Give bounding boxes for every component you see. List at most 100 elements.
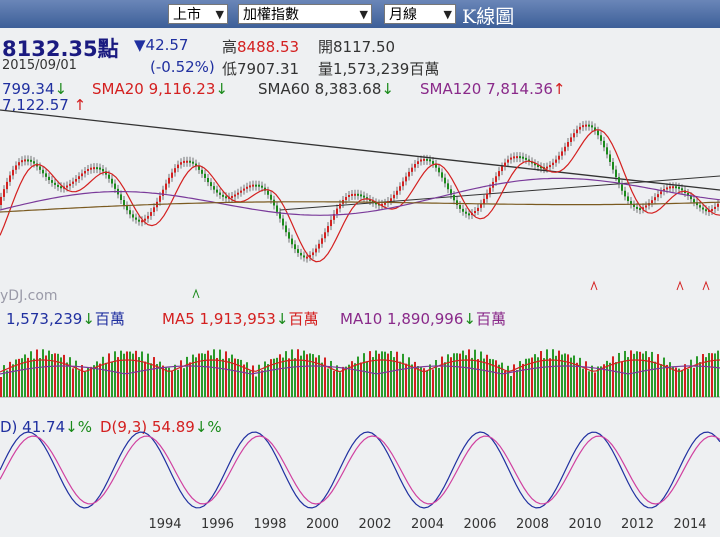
arrow: ↓	[463, 310, 476, 328]
volume-bar	[294, 358, 296, 397]
volume-bar	[75, 360, 77, 397]
volume-bar	[264, 361, 266, 397]
candle	[717, 203, 719, 207]
k-value: D) 41.74	[0, 418, 66, 436]
volume-bar	[543, 358, 545, 397]
candle	[219, 192, 221, 195]
volume-bar	[24, 354, 26, 397]
candle	[567, 141, 569, 147]
year-label: 2002	[358, 517, 391, 532]
volume-bar	[408, 357, 410, 397]
index-select[interactable]: 加權指數	[238, 4, 372, 25]
candle	[147, 215, 149, 219]
candle	[90, 167, 92, 170]
candle	[3, 189, 5, 197]
arrow: ↓	[215, 80, 228, 98]
volume-bar	[93, 365, 95, 397]
volume-bar	[540, 351, 542, 397]
candle	[12, 169, 14, 176]
ma-line	[0, 435, 720, 505]
volume-bar	[18, 358, 20, 397]
volume-bar	[471, 357, 473, 397]
volume-bar	[624, 350, 626, 397]
volume-bar	[165, 367, 167, 397]
candle	[222, 194, 224, 197]
candle	[465, 211, 467, 214]
candle	[21, 160, 23, 163]
candle	[9, 175, 11, 182]
volume-bar	[438, 368, 440, 397]
volume-bar	[27, 357, 29, 397]
candle	[30, 159, 32, 162]
candle	[654, 197, 656, 201]
candle	[84, 171, 86, 174]
volume-bar	[3, 365, 5, 397]
volume-bar	[105, 362, 107, 397]
volume-bar	[267, 364, 269, 397]
candle	[525, 157, 527, 160]
volume-bar	[597, 366, 599, 397]
period-select[interactable]: 月線	[384, 4, 456, 25]
volume-bar	[192, 354, 194, 397]
candle	[642, 207, 644, 210]
candle	[186, 160, 188, 163]
volume-bar	[216, 357, 218, 397]
candle	[273, 199, 275, 206]
watermark: yDJ.com	[0, 288, 58, 304]
volume-bar	[303, 350, 305, 397]
volume-bar	[591, 365, 593, 397]
candle	[279, 211, 281, 219]
candle	[660, 191, 662, 195]
year-label: 1998	[253, 517, 286, 532]
candle	[435, 163, 437, 168]
candle	[612, 161, 614, 170]
volume-bar	[633, 353, 635, 397]
index-text: 加權指數	[243, 7, 299, 23]
open: 開8117.50	[318, 38, 396, 56]
candle	[669, 186, 671, 189]
volume-bar	[186, 356, 188, 397]
volume-bar	[333, 370, 335, 397]
volume-bar	[111, 361, 113, 397]
candle	[258, 184, 260, 187]
volume-bar	[159, 361, 161, 397]
sma60: SMA60 8,383.68	[258, 80, 382, 98]
candle	[477, 207, 479, 212]
volume-bar	[390, 350, 392, 397]
volume-bar	[345, 366, 347, 397]
volume-bar	[489, 358, 491, 397]
volume-bar	[510, 376, 512, 397]
candle	[324, 232, 326, 239]
candle	[153, 207, 155, 213]
candle	[285, 225, 287, 233]
volume-bar	[150, 363, 152, 397]
volume-bar	[594, 372, 596, 397]
year-label: 2004	[411, 517, 444, 532]
candle	[468, 213, 470, 216]
candle	[75, 178, 77, 182]
candle	[681, 188, 683, 191]
price: 8132.35點	[2, 37, 119, 61]
candle	[588, 124, 590, 127]
volume-bar	[306, 354, 308, 397]
candle	[150, 212, 152, 216]
volume-bar	[615, 362, 617, 397]
volume-bar	[480, 351, 482, 397]
candle	[183, 160, 185, 163]
candle	[699, 205, 701, 208]
volume-bar	[627, 357, 629, 397]
volume-bar	[660, 364, 662, 397]
candle	[462, 208, 464, 212]
volume-bar	[279, 354, 281, 397]
volume-bar	[534, 354, 536, 397]
candle	[111, 178, 113, 184]
candle	[171, 172, 173, 178]
market-select[interactable]: 上市	[168, 4, 228, 25]
volume-bar	[207, 350, 209, 397]
candle	[540, 166, 542, 169]
volume-bar	[327, 368, 329, 397]
candle	[597, 130, 599, 136]
volume-bar	[363, 353, 365, 397]
volume-bar	[462, 350, 464, 397]
volume-bar	[705, 357, 707, 397]
